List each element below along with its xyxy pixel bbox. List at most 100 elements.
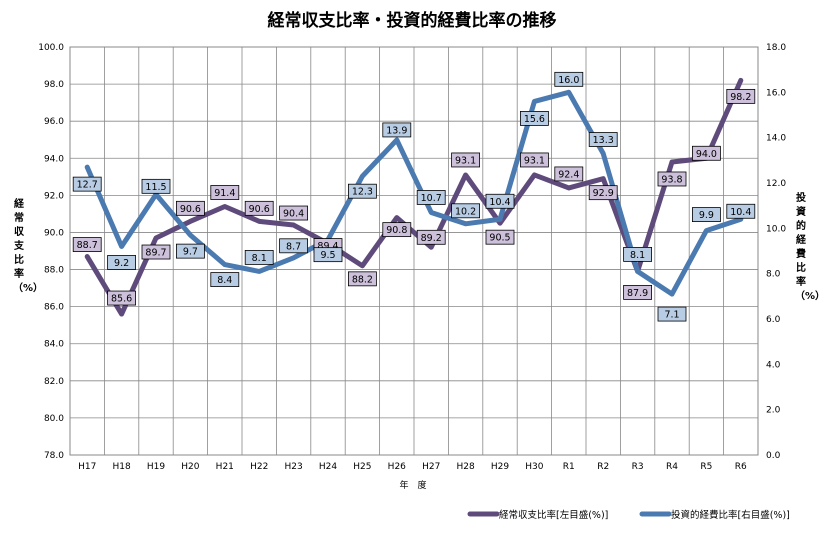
data-label-box xyxy=(141,178,171,194)
data-label-box xyxy=(416,190,446,205)
data-label: 89.2 xyxy=(421,233,442,244)
data-label-box xyxy=(347,271,377,287)
data-label-box xyxy=(623,284,652,300)
data-label: 9.9 xyxy=(699,210,714,221)
data-label-box xyxy=(107,290,136,306)
data-label-box xyxy=(451,152,481,168)
data-label-box xyxy=(244,200,274,216)
data-label: 9.5 xyxy=(320,250,335,261)
y-right-tick-label: 18.0 xyxy=(766,43,786,53)
y-right-tick-label: 8.0 xyxy=(766,270,781,280)
data-label: 8.4 xyxy=(217,275,232,286)
data-label: 13.9 xyxy=(386,125,407,136)
data-label-box xyxy=(107,255,136,270)
data-label: 10.4 xyxy=(730,207,751,218)
y-left-tick-label: 82.0 xyxy=(44,377,64,387)
data-label-box xyxy=(692,207,721,223)
data-label: 10.2 xyxy=(455,206,476,217)
x-tick-label: H22 xyxy=(250,462,268,472)
x-tick-label: H20 xyxy=(181,462,199,472)
data-label: 10.4 xyxy=(489,197,510,208)
x-tick-label: R4 xyxy=(666,462,678,472)
chart-title: 経常収支比率・投資的経費比率の推移 xyxy=(268,10,557,31)
data-label: 90.8 xyxy=(386,225,407,236)
x-tick-label: H25 xyxy=(353,462,371,472)
y-axis-right-label: 投資的経費比率（%） xyxy=(795,193,825,302)
data-label: 88.2 xyxy=(352,274,373,285)
x-tick-label: H27 xyxy=(422,462,440,472)
y-left-tick-label: 86.0 xyxy=(44,303,64,313)
x-tick-label: R1 xyxy=(563,462,575,472)
data-label: 90.6 xyxy=(249,204,270,215)
y-left-tick-label: 100.0 xyxy=(38,43,64,53)
x-axis-label: 年 度 xyxy=(399,479,426,491)
data-label-box xyxy=(588,185,618,201)
data-label-box xyxy=(657,171,687,187)
y-left-tick-label: 98.0 xyxy=(44,80,64,90)
y-right-tick-label: 12.0 xyxy=(766,179,786,189)
data-label: 94.0 xyxy=(696,149,717,160)
y-left-tick-label: 96.0 xyxy=(44,117,64,127)
y-right-tick-label: 10.0 xyxy=(766,224,786,234)
data-label: 8.1 xyxy=(252,253,267,264)
data-label-box xyxy=(175,200,205,216)
data-label-box xyxy=(451,203,481,219)
y-left-tick-label: 80.0 xyxy=(44,414,64,424)
data-label: 93.1 xyxy=(524,155,545,166)
x-tick-label: R6 xyxy=(735,462,747,472)
y-right-tick-label: 2.0 xyxy=(766,406,781,416)
data-label: 98.2 xyxy=(730,92,751,103)
y-left-tick-label: 92.0 xyxy=(44,191,64,201)
y-right-tick-label: 6.0 xyxy=(766,315,781,325)
data-label-box xyxy=(279,205,309,221)
data-label: 93.8 xyxy=(661,174,682,185)
data-label-box xyxy=(210,272,240,288)
data-label-box xyxy=(554,166,584,182)
data-label: 87.9 xyxy=(627,288,648,299)
data-label-box xyxy=(210,185,240,200)
data-label: 90.5 xyxy=(489,233,510,244)
data-label: 93.1 xyxy=(455,155,476,166)
x-tick-label: H19 xyxy=(147,462,165,472)
y-left-tick-label: 94.0 xyxy=(44,154,64,164)
x-tick-label: H28 xyxy=(456,462,474,472)
x-tick-label: H23 xyxy=(284,462,302,472)
y-axis-left-label: 経常収支比率（%） xyxy=(13,199,44,294)
data-label: 9.7 xyxy=(183,247,198,258)
data-label: 92.9 xyxy=(593,188,614,199)
y-left-tick-label: 88.0 xyxy=(44,266,64,276)
x-tick-label: R3 xyxy=(632,462,644,472)
data-label-box xyxy=(623,246,652,262)
y-right-tick-label: 0.0 xyxy=(766,451,781,461)
data-label: 11.5 xyxy=(145,182,166,193)
data-label-box xyxy=(244,249,274,265)
x-tick-label: H21 xyxy=(216,462,234,472)
data-label-box xyxy=(554,71,584,87)
y-right-tick-label: 14.0 xyxy=(766,134,786,144)
data-label-box xyxy=(692,145,721,161)
data-label: 92.4 xyxy=(558,169,579,180)
data-label: 13.3 xyxy=(593,135,614,146)
data-label: 88.7 xyxy=(77,240,98,251)
x-tick-label: H18 xyxy=(112,462,130,472)
data-label-box xyxy=(520,111,549,126)
data-label: 90.4 xyxy=(283,209,304,220)
data-label: 16.0 xyxy=(558,75,579,86)
y-left-tick-label: 90.0 xyxy=(44,228,64,238)
data-label: 15.6 xyxy=(524,114,545,125)
data-label: 85.6 xyxy=(111,294,132,305)
data-label-box xyxy=(382,222,412,238)
data-label-box xyxy=(416,229,446,245)
data-label-box xyxy=(657,306,687,322)
x-tick-label: R5 xyxy=(700,462,712,472)
data-label-box xyxy=(485,193,515,209)
data-label: 10.7 xyxy=(421,193,442,204)
legend-label: 投資的経費比率[右目盛(%)] xyxy=(671,509,790,521)
data-label-box xyxy=(72,237,102,252)
data-label-box xyxy=(520,152,549,168)
data-label: 12.3 xyxy=(352,187,373,198)
data-label: 89.4 xyxy=(317,241,338,252)
y-right-tick-label: 4.0 xyxy=(766,360,781,370)
data-label-box xyxy=(726,88,756,104)
x-tick-label: H30 xyxy=(525,462,543,472)
